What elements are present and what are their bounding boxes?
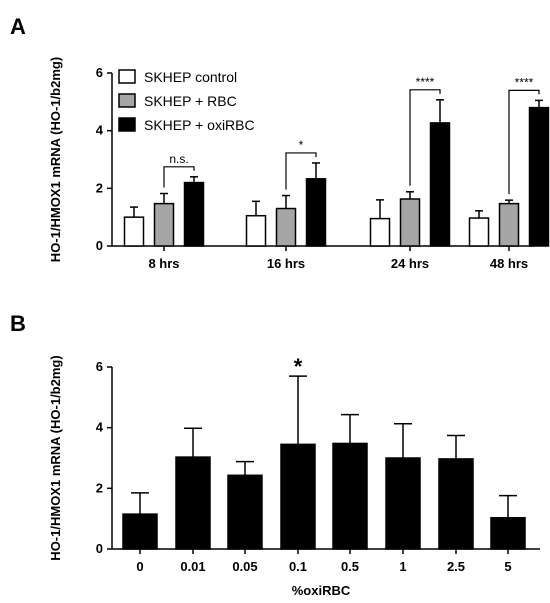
bar-skhep-rbc-8-hrs	[153, 202, 175, 247]
significance-bracket	[409, 89, 441, 186]
y-axis-title: HO-1/HMOX1 mRNA (HO-1/b2mg)	[48, 355, 63, 560]
legend-label-skhep-control: SKHEP control	[144, 69, 237, 85]
x-tick-label-0-1: 0.1	[289, 559, 307, 574]
chart-panel-b: 0 2 4 6 HO-1/HMOX1 mRNA (HO-1/b2mg) 0 0.01 0.05…	[48, 354, 540, 598]
y-tick-label: 0	[96, 238, 103, 253]
y-tick-label: 2	[96, 180, 103, 195]
y-tick-label: 4	[96, 420, 104, 435]
significance-label: ****	[416, 75, 435, 89]
bar-series-2-5	[438, 458, 474, 550]
panel-letter-b: B	[10, 311, 26, 336]
bar-skhep-rbc-24-hrs	[399, 198, 421, 247]
y-tick-label: 4	[96, 123, 104, 138]
bar-series-0-5	[332, 442, 368, 550]
significance-label: n.s.	[169, 152, 188, 166]
bar-skhep-rbc-48-hrs	[498, 202, 520, 247]
x-tick-label-0-05: 0.05	[232, 559, 257, 574]
bar-series-0-01	[175, 456, 211, 550]
significance-bracket	[163, 166, 195, 188]
x-tick-label-0-5: 0.5	[341, 559, 359, 574]
x-tick-label-24-hrs: 24 hrs	[391, 256, 429, 271]
panel-letter-a: A	[10, 14, 26, 39]
bar-skhep-rbc-16-hrs	[275, 207, 297, 247]
x-tick-label-2-5: 2.5	[447, 559, 465, 574]
x-tick-label-5: 5	[504, 559, 511, 574]
x-tick-label-0-01: 0.01	[180, 559, 205, 574]
bar-skhep-oxirbc-8-hrs	[183, 181, 205, 247]
bar-skhep-control-48-hrs	[468, 217, 490, 247]
bar-skhep-oxirbc-16-hrs	[305, 178, 327, 247]
legend-swatch-skhep-control	[118, 69, 136, 84]
x-tick-label-8-hrs: 8 hrs	[148, 256, 179, 271]
legend-label-skhep-oxirbc: SKHEP + oxiRBC	[144, 117, 255, 133]
bar-series-5	[490, 517, 526, 550]
legend-swatch-skhep-rbc	[118, 93, 136, 108]
bar-skhep-control-16-hrs	[245, 214, 267, 247]
x-tick-label-0: 0	[136, 559, 143, 574]
x-tick-label-16-hrs: 16 hrs	[267, 256, 305, 271]
legend: SKHEP control SKHEP + RBC SKHEP + oxiRBC	[118, 69, 255, 133]
y-tick-label: 6	[96, 65, 103, 80]
bar-series-1	[385, 457, 421, 550]
significance-label: *	[294, 354, 303, 379]
bar-skhep-control-24-hrs	[369, 217, 391, 247]
y-tick-label: 0	[96, 541, 103, 556]
y-axis-title: HO-1/HMOX1 mRNA (HO-1/b2mg)	[48, 57, 63, 262]
significance-label: *	[299, 138, 304, 152]
bar-skhep-control-8-hrs	[123, 216, 145, 247]
chart-panel-a: 0 2 4 6 HO-1/HMOX1 mRNA (HO-1/b2mg) 8 hrs 16 h…	[48, 57, 550, 271]
y-tick-label: 6	[96, 359, 103, 374]
bar-skhep-oxirbc-48-hrs	[528, 106, 550, 247]
x-axis-title: %oxiRBC	[292, 583, 351, 598]
legend-swatch-skhep-oxirbc	[118, 117, 136, 132]
y-tick-label: 2	[96, 480, 103, 495]
bar-series-0-05	[227, 474, 263, 550]
x-tick-label-1: 1	[399, 559, 406, 574]
significance-label: ****	[515, 75, 534, 89]
bar-series-0-1	[280, 443, 316, 550]
significance-bracket	[285, 152, 317, 190]
legend-label-skhep-rbc: SKHEP + RBC	[144, 93, 237, 109]
x-tick-label-48-hrs: 48 hrs	[490, 256, 528, 271]
bar-skhep-oxirbc-24-hrs	[429, 122, 451, 247]
significance-bracket	[508, 89, 540, 195]
bar-series-0	[122, 513, 158, 550]
